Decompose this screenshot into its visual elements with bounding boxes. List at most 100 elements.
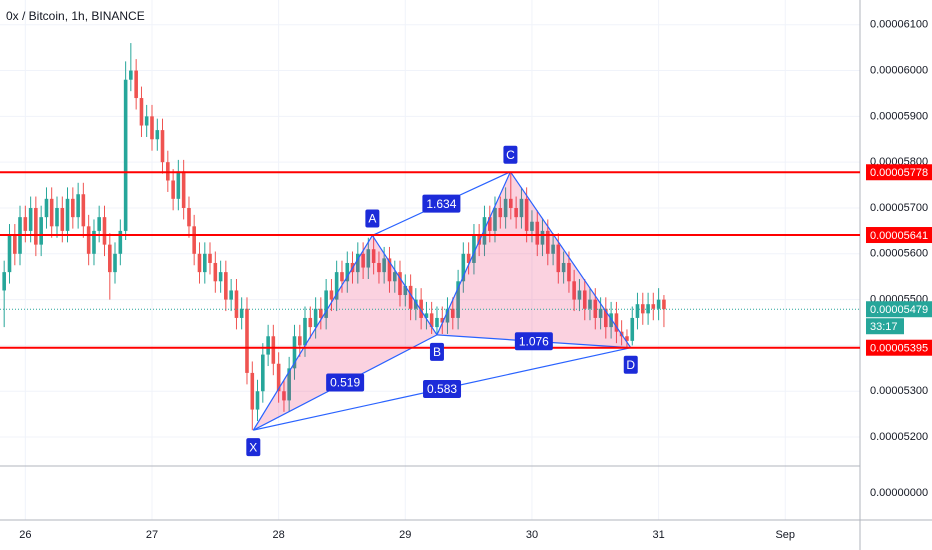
candle-body <box>598 308 603 318</box>
candle-body <box>65 198 70 231</box>
candle-body <box>656 299 661 309</box>
candle-body <box>313 308 318 328</box>
candle-body <box>39 217 43 245</box>
candle-body <box>392 272 397 282</box>
candle-body <box>445 308 450 323</box>
candle-body <box>329 290 334 300</box>
x-tick-label: 28 <box>273 529 285 541</box>
candle-body <box>630 317 635 341</box>
candle-body <box>287 368 291 401</box>
countdown-box <box>866 318 904 335</box>
candle-body <box>514 207 518 218</box>
candle-body <box>102 217 107 245</box>
ratio-box <box>326 373 365 392</box>
candle-body <box>255 391 260 410</box>
y-tick-label: 0.00006000 <box>870 64 928 76</box>
candle-body <box>34 207 38 245</box>
candle-body <box>250 372 255 410</box>
candle-body <box>334 272 339 300</box>
pattern-point-box <box>429 342 444 361</box>
candle-body <box>97 217 101 231</box>
candle-body <box>2 272 6 291</box>
last-price-box <box>866 301 932 318</box>
candle-body <box>144 116 149 126</box>
candle-body <box>197 253 202 273</box>
candle-body <box>424 313 429 318</box>
level-label: 0.00005395 <box>870 343 928 355</box>
candle-body <box>203 253 207 273</box>
x-tick-label: 31 <box>652 529 664 541</box>
candle-body <box>382 258 386 273</box>
candle-body <box>635 304 640 318</box>
candle-body <box>561 262 566 273</box>
pattern-point-label: C <box>506 148 515 162</box>
pattern-line <box>436 171 511 336</box>
x-tick-label: 27 <box>146 529 158 541</box>
candle-body <box>13 235 17 254</box>
candle-body <box>625 336 629 341</box>
x-tick-label: Sep <box>775 529 795 541</box>
candle-body <box>155 130 160 140</box>
y-tick-label: 0.00005200 <box>870 431 928 443</box>
candle-body <box>271 336 276 364</box>
candle-body <box>440 317 445 323</box>
candle-body <box>303 317 307 346</box>
candle-body <box>582 290 587 309</box>
candle-body <box>324 290 328 318</box>
candle-body <box>92 230 96 254</box>
candle-body <box>456 281 460 318</box>
pattern-point-box <box>246 438 261 457</box>
candle-body <box>44 198 49 218</box>
candle-body <box>403 285 408 296</box>
candle-body <box>229 290 233 300</box>
candle-body <box>519 198 524 218</box>
candle-body <box>472 235 476 263</box>
ratio-box <box>514 332 553 351</box>
level-label: 0.00005641 <box>870 230 928 242</box>
candle-body <box>524 198 529 231</box>
candle-body <box>493 207 497 231</box>
candle-body <box>239 308 244 318</box>
ratio-box <box>423 379 462 398</box>
candle-body <box>461 253 466 282</box>
candle-body <box>129 70 133 80</box>
candle-body <box>662 299 666 310</box>
candle-body <box>567 262 571 282</box>
overlays: 0.00005778 0.00005641 0.00005395 0.00005479… <box>0 145 932 457</box>
pattern-point-label: X <box>249 440 257 454</box>
candle-body <box>408 285 413 309</box>
candle-body <box>356 253 360 273</box>
candle-body <box>366 249 371 268</box>
level-label-box <box>866 339 932 356</box>
candle-body <box>377 262 381 273</box>
candle-body <box>171 180 175 199</box>
pattern-fill <box>436 171 631 348</box>
candle-body <box>160 130 165 163</box>
candle-body <box>139 98 144 126</box>
pattern-point-label: A <box>368 212 376 226</box>
candle-body <box>55 207 59 227</box>
candle-body <box>118 230 123 254</box>
candle-body <box>530 221 534 231</box>
candle-body <box>134 70 138 99</box>
pattern-line <box>509 171 632 349</box>
candle-body <box>282 391 286 401</box>
candle-body <box>466 253 471 263</box>
candle-body <box>28 207 33 231</box>
candle-body <box>387 258 392 282</box>
y-tick-label: 0.00005600 <box>870 248 928 260</box>
candle-body <box>113 253 117 273</box>
candle-body <box>60 207 65 231</box>
candle-body <box>108 244 112 273</box>
candle-body <box>292 336 297 369</box>
candle-body <box>487 217 492 231</box>
candle-body <box>49 198 54 227</box>
candle-body <box>181 171 186 208</box>
candle-body <box>572 281 576 300</box>
candle-body <box>435 317 439 328</box>
candle-body <box>234 290 239 318</box>
pattern-line <box>252 235 373 431</box>
candle-body <box>545 230 550 254</box>
candle-body <box>498 207 503 218</box>
